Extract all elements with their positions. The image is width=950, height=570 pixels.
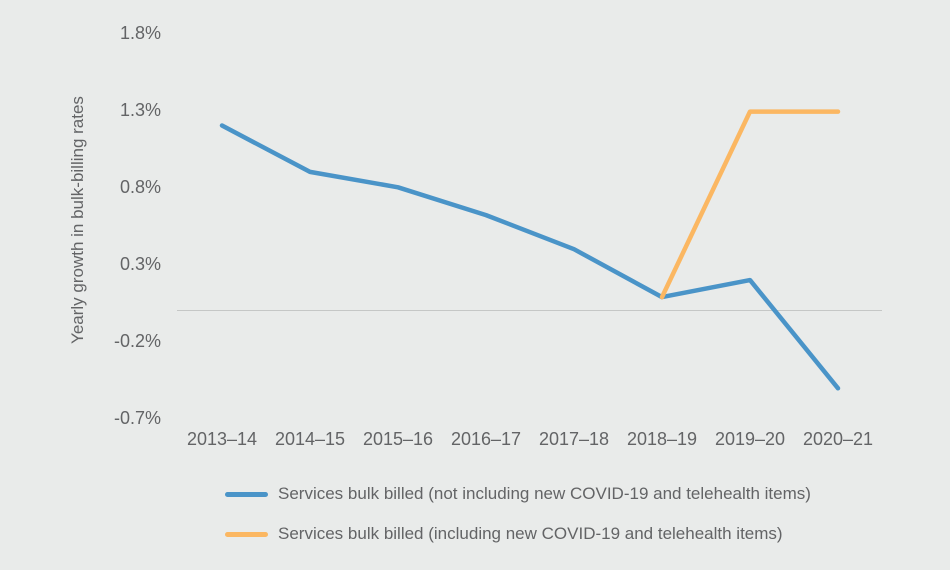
orange-line-swatch-icon (225, 531, 268, 537)
x-axis-label: 2017–18 (538, 429, 610, 449)
legend-label: Services bulk billed (not including new … (278, 484, 811, 503)
y-tick-label: -0.2% (113, 331, 161, 351)
x-axis-label: 2015–16 (362, 429, 434, 449)
x-axis-label: 2019–20 (714, 429, 786, 449)
legend-item: Services bulk billed (including new COVI… (225, 523, 811, 545)
y-tick-label: 0.8% (119, 177, 161, 197)
x-axis-label: 2014–15 (274, 429, 346, 449)
x-axis-label: 2018–19 (626, 429, 698, 449)
legend-item: Services bulk billed (not including new … (225, 483, 811, 505)
y-tick-label: 1.3% (119, 100, 161, 120)
y-tick-label: 0.3% (119, 254, 161, 274)
y-tick-label: -0.7% (113, 408, 161, 428)
x-axis-label: 2013–14 (186, 429, 258, 449)
legend: Services bulk billed (not including new … (225, 483, 811, 545)
legend-label: Services bulk billed (including new COVI… (278, 524, 783, 543)
x-axis-label: 2020–21 (802, 429, 874, 449)
zero-gridline (177, 310, 882, 311)
line-series-including-covid (659, 109, 841, 300)
x-axis-label: 2016–17 (450, 429, 522, 449)
y-tick-label: 1.8% (119, 23, 161, 43)
line-series-excluding-covid (219, 123, 841, 391)
blue-line-swatch-icon (225, 491, 268, 497)
